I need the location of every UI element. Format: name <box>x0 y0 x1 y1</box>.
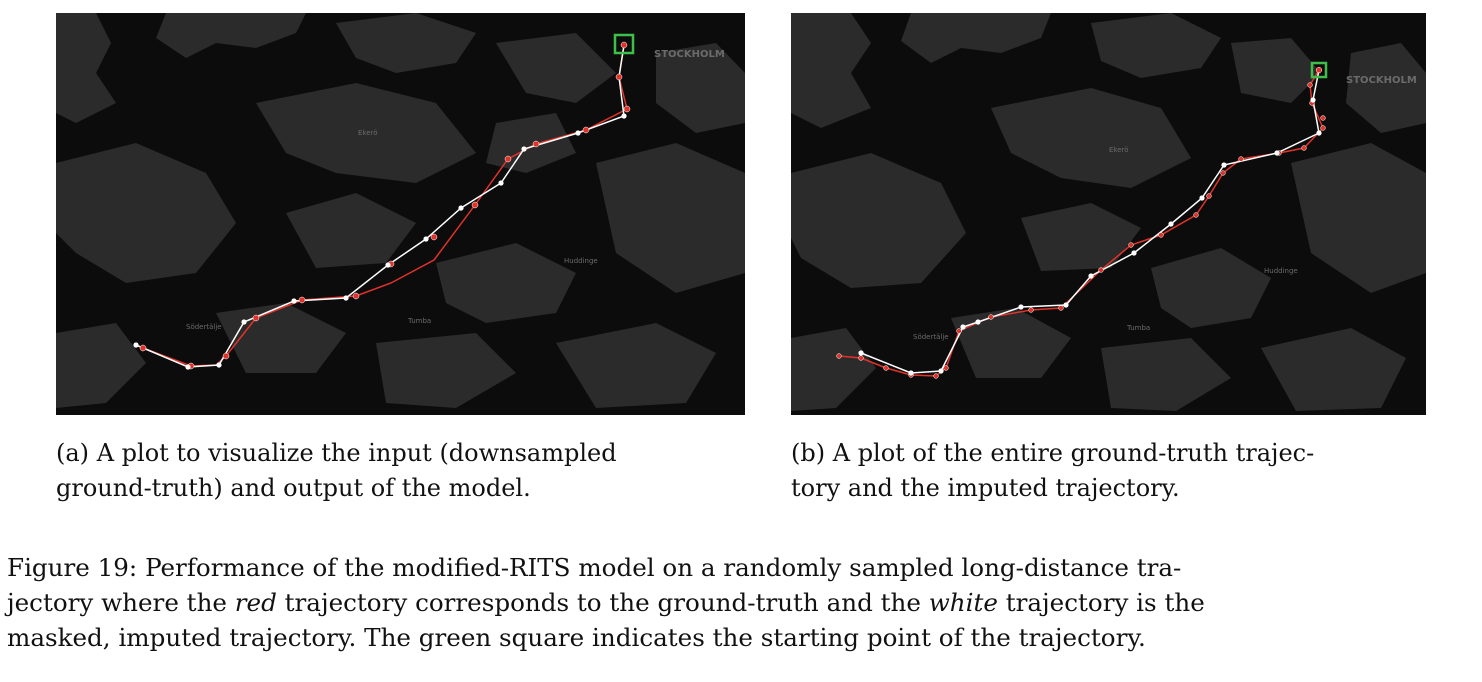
map-panel-a: STOCKHOLM Ekerö Huddinge Södertälje Tumb… <box>56 13 745 415</box>
land-masses <box>791 13 1426 411</box>
figure-caption-text2: jectory where the <box>7 588 235 617</box>
subcaption-a: (a) A plot to visualize the input (downs… <box>56 436 756 506</box>
figure-caption: Figure 19: Performance of the modified-R… <box>7 550 1477 655</box>
subcaption-b-line2: tory and the imputed trajectory. <box>791 474 1180 502</box>
figure-caption-text1: Performance of the modified-RITS model o… <box>145 553 1182 582</box>
map-label-ekero: Ekerö <box>1109 146 1129 154</box>
map-labels-b: STOCKHOLM Ekerö Huddinge Södertälje Tumb… <box>913 75 1417 341</box>
figure-caption-line1: Figure 19: Performance of the modified-R… <box>7 550 1477 585</box>
land-masses <box>56 13 745 408</box>
figure-caption-text4: trajectory is the <box>997 588 1205 617</box>
map-label-stockholm: STOCKHOLM <box>654 49 725 60</box>
map-label-sodertalje: Södertälje <box>913 333 949 341</box>
map-label-huddinge: Huddinge <box>1264 267 1298 275</box>
figure-label: Figure 19: <box>7 553 138 582</box>
figure-caption-line2: jectory where the red trajectory corresp… <box>7 585 1477 620</box>
subcaption-b-text1: A plot of the entire ground-truth trajec… <box>832 439 1315 467</box>
map-label-stockholm: STOCKHOLM <box>1346 75 1417 86</box>
map-label-sodertalje: Södertälje <box>186 323 222 331</box>
map-a-svg: STOCKHOLM Ekerö Huddinge Södertälje Tumb… <box>56 13 745 408</box>
white-word: white <box>928 588 998 617</box>
subcaption-a-text1: A plot to visualize the input (downsampl… <box>96 439 617 467</box>
map-b-svg: STOCKHOLM Ekerö Huddinge Södertälje Tumb… <box>791 13 1426 411</box>
subcaption-a-label: (a) <box>56 439 90 467</box>
subcaption-b-line1: (b) A plot of the entire ground-truth tr… <box>791 436 1431 471</box>
start-marker-a <box>613 33 635 55</box>
subcaption-b: (b) A plot of the entire ground-truth tr… <box>791 436 1431 506</box>
red-word: red <box>234 588 277 617</box>
map-panel-b: STOCKHOLM Ekerö Huddinge Södertälje Tumb… <box>791 13 1426 415</box>
imputed-points-b <box>858 97 1322 376</box>
figure-caption-text3: trajectory corresponds to the ground-tru… <box>276 588 929 617</box>
subcaption-b-label: (b) <box>791 439 826 467</box>
map-labels-a: STOCKHOLM Ekerö Huddinge Södertälje Tumb… <box>186 49 725 331</box>
map-label-tumba: Tumba <box>1126 324 1150 332</box>
imputed-line-b <box>860 69 1320 374</box>
start-marker-b <box>1310 61 1328 79</box>
map-label-ekero: Ekerö <box>358 129 378 137</box>
subcaption-a-line1: (a) A plot to visualize the input (downs… <box>56 436 756 471</box>
figure-caption-line3: masked, imputed trajectory. The green sq… <box>7 623 1146 652</box>
map-label-tumba: Tumba <box>407 317 431 325</box>
map-label-huddinge: Huddinge <box>564 257 598 265</box>
imputed-points-a <box>133 113 627 370</box>
subcaption-a-line2: ground-truth) and output of the model. <box>56 474 531 502</box>
